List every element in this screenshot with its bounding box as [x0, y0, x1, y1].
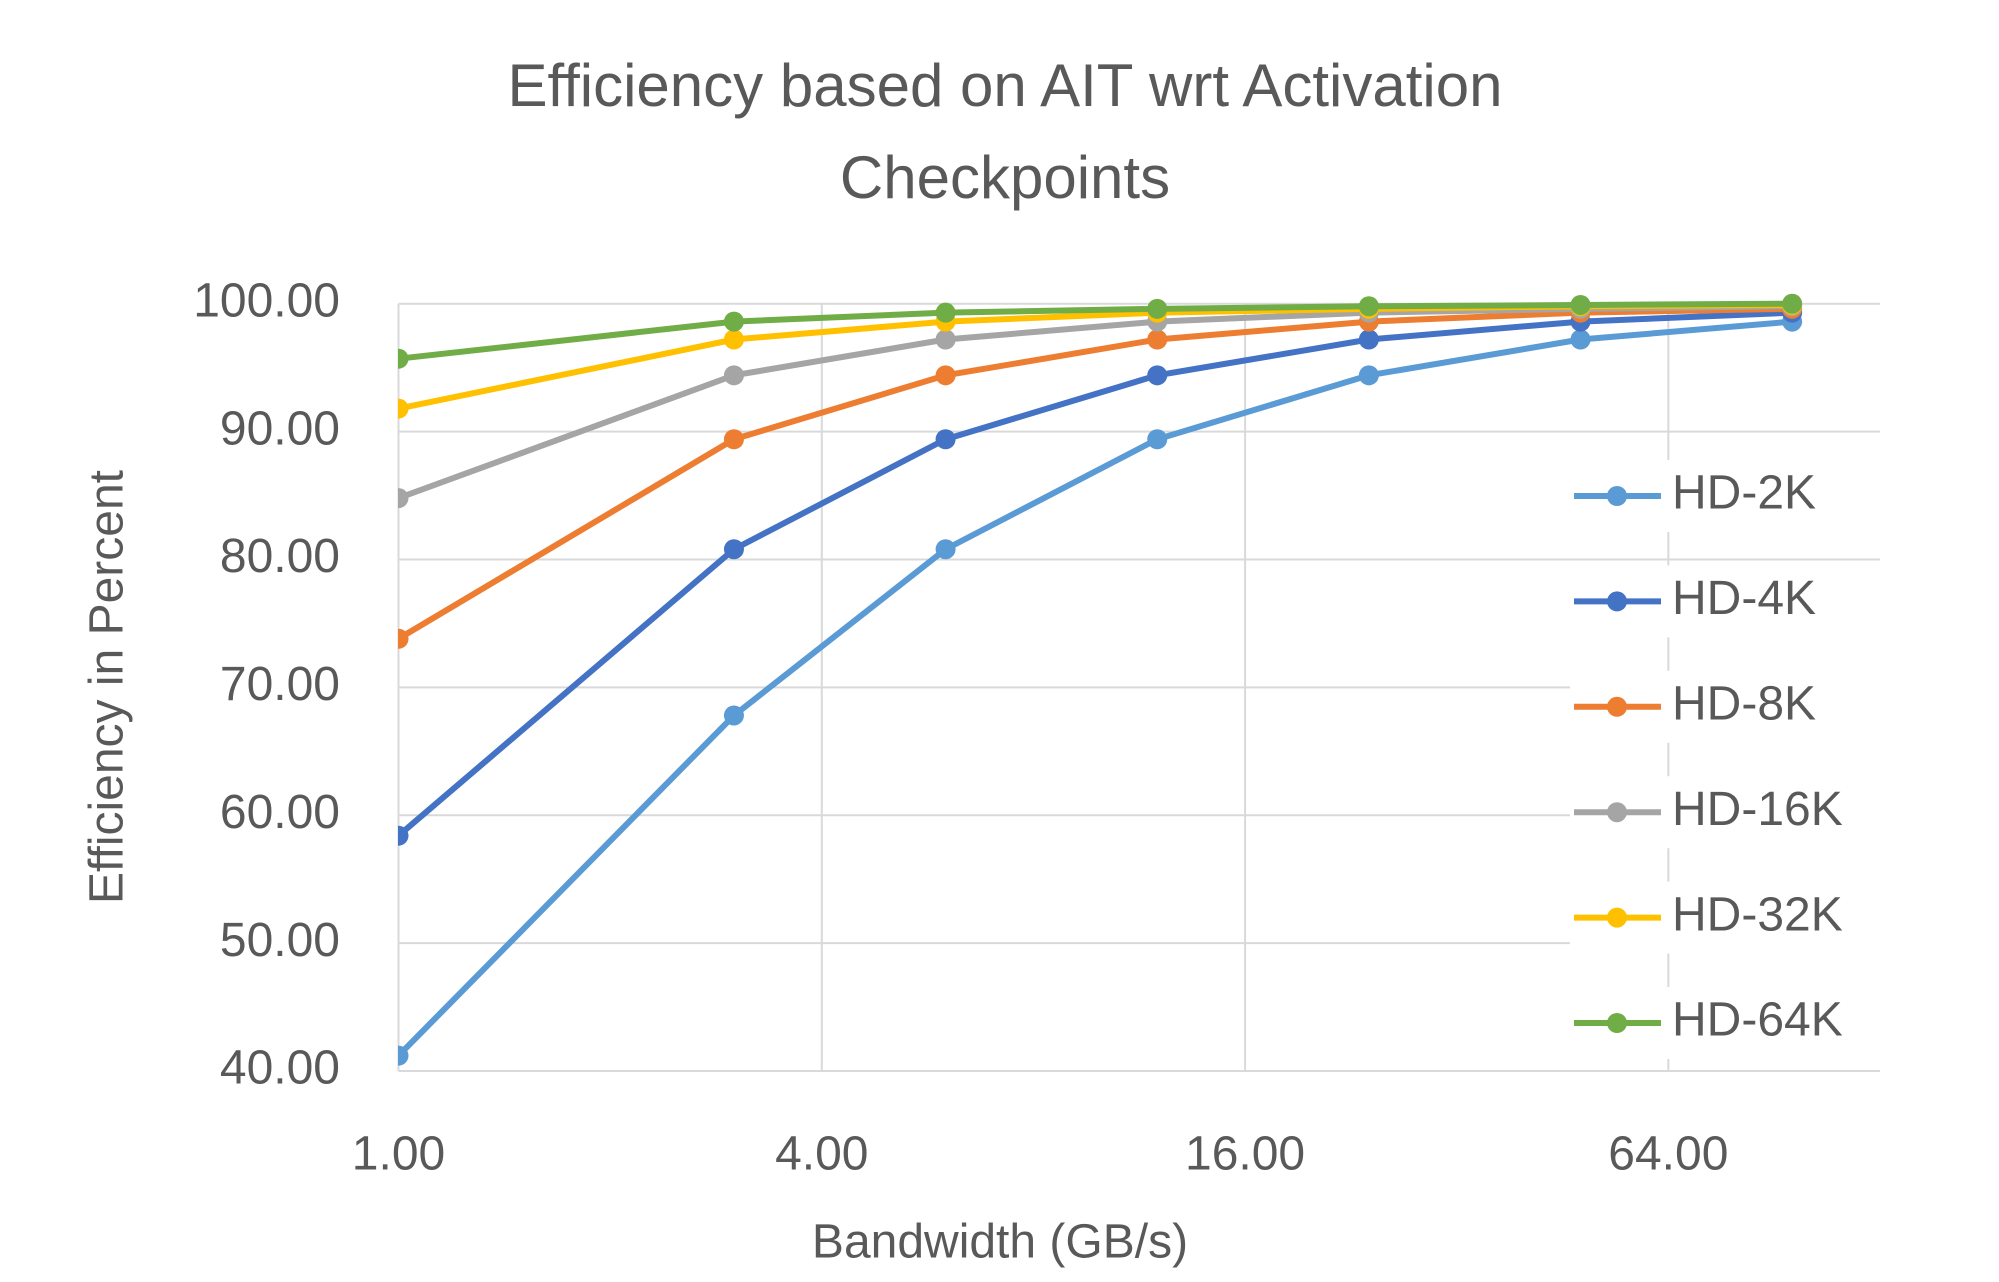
point — [398, 628, 409, 649]
point — [723, 429, 744, 450]
point — [1147, 298, 1168, 319]
point — [1358, 365, 1379, 386]
x-tick-label: 64.00 — [1608, 1128, 1728, 1181]
y-tick-label: 50.00 — [220, 914, 340, 967]
x-axis-label: Bandwidth (GB/s) — [812, 1216, 1188, 1269]
point — [935, 365, 956, 386]
y-tick-label: 100.00 — [193, 274, 340, 327]
point — [1358, 296, 1379, 317]
point — [398, 825, 409, 846]
x-tick-label: 16.00 — [1185, 1128, 1305, 1181]
point — [1782, 293, 1803, 314]
y-tick-label: 60.00 — [220, 786, 340, 839]
point — [398, 348, 409, 369]
legend-marker — [1607, 486, 1627, 506]
point — [723, 365, 744, 386]
legend-marker — [1607, 802, 1627, 823]
legend-marker — [1607, 907, 1627, 928]
point — [723, 329, 744, 350]
point — [935, 302, 956, 323]
legend-marker — [1607, 1013, 1627, 1033]
y-axis-label: Efficiency in Percent — [81, 470, 134, 904]
y-tick-label: 90.00 — [220, 402, 340, 455]
point — [723, 311, 744, 332]
legend-label: HD-32K — [1672, 888, 1843, 941]
legend-label: HD-8K — [1672, 677, 1816, 730]
chart-title: Efficiency based on AIT wrt Activation C… — [507, 52, 1503, 211]
plot-area — [398, 293, 1803, 1066]
point — [1358, 329, 1379, 350]
point — [1147, 329, 1168, 350]
x-tick-label: 4.00 — [775, 1128, 868, 1181]
point — [723, 705, 744, 726]
point — [1147, 429, 1168, 450]
point — [398, 1045, 409, 1066]
legend-label: HD-16K — [1672, 783, 1843, 836]
legend-label: HD-4K — [1672, 572, 1816, 625]
legend-label: HD-2K — [1672, 467, 1816, 520]
y-tick-label: 70.00 — [220, 658, 340, 711]
x-tick-label: 1.00 — [352, 1128, 445, 1181]
y-tick-label: 80.00 — [220, 530, 340, 583]
point — [935, 539, 956, 560]
point — [398, 488, 409, 509]
point — [723, 539, 744, 560]
point — [398, 398, 409, 419]
legend-marker — [1607, 591, 1627, 612]
point — [1147, 365, 1168, 386]
point — [1570, 329, 1591, 350]
legend-marker — [1607, 696, 1627, 717]
y-tick-label: 40.00 — [220, 1042, 340, 1095]
legend-label: HD-64K — [1672, 994, 1843, 1047]
point — [935, 329, 956, 350]
point — [1570, 294, 1591, 315]
point — [935, 429, 956, 450]
